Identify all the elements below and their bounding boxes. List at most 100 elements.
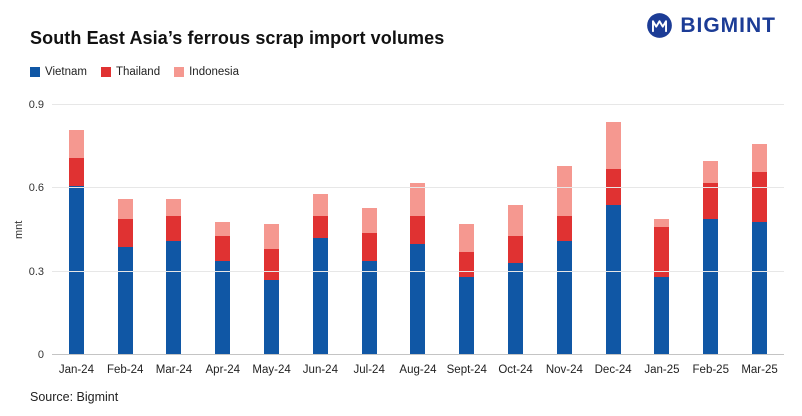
bar-slot: [442, 105, 491, 355]
x-tick-label: Oct-24: [498, 364, 533, 376]
x-tick-label: Mar-24: [155, 364, 193, 376]
bar-segment-indonesia: [752, 143, 768, 172]
bar-segment-indonesia: [264, 224, 280, 250]
chart: mnt 0 0.3 0.6 0.9 Jan-24 Feb-24 Mar-24 Apr-24 M…: [12, 99, 784, 376]
y-tick-label: 0.9: [28, 99, 44, 111]
x-tick-label: Jun-24: [302, 364, 338, 376]
bar-segment-indonesia: [654, 218, 670, 228]
bar-segment-thailand: [68, 157, 84, 186]
bigmint-logo-icon: [647, 13, 673, 38]
bar-jun-24: [312, 193, 328, 355]
bar-feb-24: [117, 199, 133, 355]
bar-segment-thailand: [410, 216, 426, 244]
bar-segment-thailand: [703, 182, 719, 219]
bar-segment-vietnam: [68, 185, 84, 355]
x-tick-label: Mar-25: [741, 364, 778, 376]
legend-swatch: [30, 67, 40, 77]
bar-sept-24: [459, 224, 475, 355]
bar-slot: [394, 105, 443, 355]
bar-segment-thailand: [508, 235, 524, 264]
bar-segment-thailand: [605, 168, 621, 205]
y-tick-label: 0.3: [28, 265, 44, 278]
bar-apr-24: [215, 221, 231, 355]
bar-segment-thailand: [215, 235, 231, 261]
bar-segment-indonesia: [166, 199, 182, 217]
bar-segment-thailand: [117, 218, 133, 247]
bar-segment-indonesia: [508, 205, 524, 236]
bar-segment-vietnam: [264, 280, 280, 355]
x-tick-label: Jan-24: [58, 364, 94, 376]
x-tick-label: Apr-24: [205, 364, 241, 376]
legend-item-indonesia: Indonesia: [174, 66, 239, 78]
bars: [52, 105, 784, 355]
bar-segment-indonesia: [556, 166, 572, 217]
x-tick-label: Jan-25: [644, 364, 680, 376]
bar-oct-24: [508, 205, 524, 355]
bar-segment-indonesia: [117, 199, 133, 219]
bar-segment-vietnam: [459, 277, 475, 355]
y-tick-label: 0.6: [28, 182, 44, 195]
y-tick-label: 0: [37, 349, 44, 361]
x-tick-label: Nov-24: [545, 364, 583, 376]
gridline: [52, 354, 784, 355]
bar-may-24: [264, 224, 280, 355]
x-tick-label: Feb-25: [692, 364, 729, 376]
x-tick-label: May-24: [252, 364, 291, 376]
bar-segment-vietnam: [703, 218, 719, 355]
bar-segment-indonesia: [459, 224, 475, 253]
gridline: [52, 104, 784, 105]
x-tick-label: Dec-24: [594, 364, 632, 376]
chart-body: 0 0.3 0.6 0.9 Jan-24 Feb-24 Mar-24 Apr-24 May-2…: [29, 99, 784, 376]
bar-slot: [491, 105, 540, 355]
bar-segment-vietnam: [752, 221, 768, 355]
x-tick-label: Jul-24: [353, 364, 385, 376]
legend-swatch: [174, 67, 185, 77]
bar-segment-thailand: [752, 171, 768, 222]
bigmint-logo: BIGMINT: [646, 12, 776, 39]
legend-label: Indonesia: [189, 66, 239, 78]
bar-segment-indonesia: [215, 221, 231, 236]
bar-slot: [101, 105, 150, 355]
legend-label: Vietnam: [45, 66, 87, 78]
bar-slot: [150, 105, 199, 355]
bar-segment-indonesia: [605, 121, 621, 169]
gridline: [52, 270, 784, 272]
bar-segment-thailand: [654, 227, 670, 278]
bar-segment-vietnam: [556, 241, 572, 355]
bar-segment-vietnam: [654, 277, 670, 355]
bar-slot: [638, 105, 687, 355]
legend-swatch: [100, 67, 111, 77]
bar-slot: [589, 105, 638, 355]
legend-item-vietnam: Vietnam: [30, 66, 87, 78]
bar-segment-thailand: [556, 216, 572, 242]
bar-slot: [247, 105, 296, 355]
bar-slot: [198, 105, 247, 355]
x-tick-label: Sept-24: [446, 364, 487, 376]
bar-segment-vietnam: [215, 260, 231, 355]
x-tick-label: Aug-24: [399, 364, 437, 376]
bar-slot: [345, 105, 394, 355]
bar-nov-24: [556, 166, 572, 355]
bar-segment-thailand: [361, 232, 377, 261]
legend-item-thailand: Thailand: [100, 66, 161, 78]
legend-label: Thailand: [115, 66, 161, 78]
bar-segment-thailand: [459, 252, 475, 278]
x-axis-labels: Jan-24 Feb-24 Mar-24 Apr-24 May-24 Jun-24 Jul-…: [52, 364, 784, 376]
bar-jul-24: [361, 207, 377, 355]
bar-slot: [52, 105, 101, 355]
bar-feb-25: [703, 160, 719, 355]
bar-mar-24: [166, 199, 182, 355]
bar-aug-24: [410, 182, 426, 355]
bar-slot: [735, 105, 784, 355]
bar-segment-thailand: [312, 216, 328, 239]
bar-segment-indonesia: [410, 182, 426, 217]
bar-dec-24: [605, 121, 621, 355]
bar-segment-vietnam: [605, 205, 621, 355]
bar-jan-24: [68, 130, 84, 355]
bar-jan-25: [654, 218, 670, 355]
bar-segment-vietnam: [410, 243, 426, 355]
bar-slot: [296, 105, 345, 355]
bar-segment-vietnam: [166, 241, 182, 355]
x-tick-label: Feb-24: [106, 364, 144, 376]
